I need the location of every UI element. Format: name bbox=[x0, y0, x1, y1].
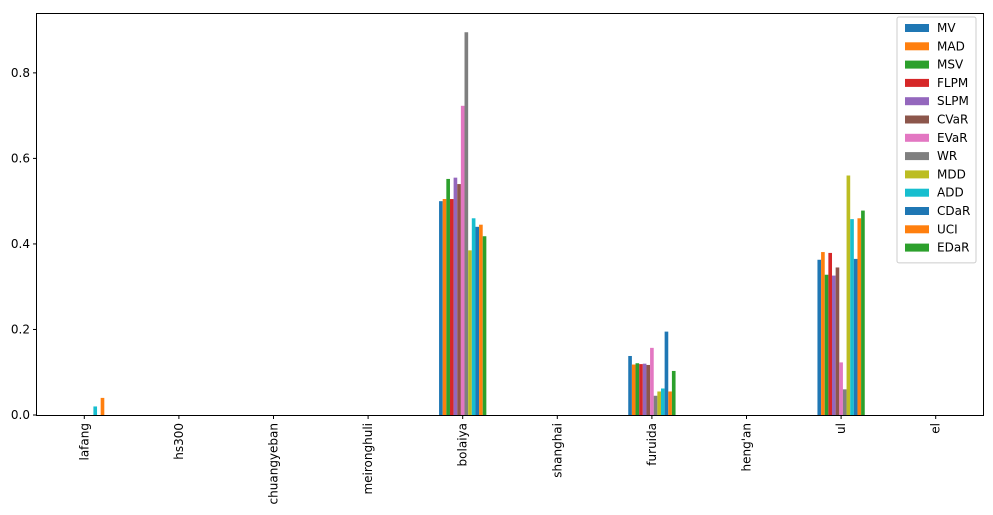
bar-wr-bolaiya bbox=[464, 32, 469, 416]
bar-edar-bolaiya bbox=[482, 236, 487, 415]
x-tick-label: shanghai bbox=[550, 423, 564, 478]
bar-edar-furuida bbox=[671, 370, 676, 415]
bar-add-ul bbox=[850, 219, 854, 415]
legend-label-cvar: CVaR bbox=[937, 113, 968, 127]
bar-slpm-ul bbox=[832, 275, 836, 415]
legend-swatch-slpm bbox=[905, 97, 929, 106]
bar-slpm-bolaiya bbox=[453, 177, 458, 415]
legend-swatch-cdar bbox=[905, 207, 929, 215]
x-tick-label: ul bbox=[834, 423, 848, 434]
bar-mdd-furuida bbox=[657, 391, 661, 415]
bar-mad-furuida bbox=[631, 364, 636, 415]
bar-msv-furuida bbox=[635, 363, 640, 415]
legend-swatch-evar bbox=[905, 133, 929, 142]
legend-box bbox=[896, 16, 977, 264]
bar-wr-furuida bbox=[653, 395, 658, 415]
legend-label-mdd: MDD bbox=[937, 167, 966, 181]
bar-flpm-furuida bbox=[639, 364, 643, 415]
x-axis: lafang hs300 chuangyeban meironghuli bolaiya… bbox=[77, 415, 943, 504]
bar-uci-lafang bbox=[100, 397, 105, 415]
bar-mv-bolaiya bbox=[439, 201, 443, 415]
bar-uci-ul bbox=[857, 218, 862, 415]
legend-label-cdar: CDaR bbox=[937, 204, 970, 218]
bar-cdar-furuida bbox=[664, 331, 669, 415]
legend-swatch-mad bbox=[905, 42, 929, 51]
y-tick-label: 0.2 bbox=[11, 322, 30, 336]
x-tick-label: lafang bbox=[77, 423, 91, 461]
y-axis: 0.0 0.2 0.4 0.6 0.8 bbox=[11, 66, 37, 422]
bar-msv-ul bbox=[824, 274, 829, 415]
legend-swatch-mv bbox=[905, 24, 929, 32]
legend-label-uci: UCI bbox=[937, 222, 958, 236]
bar-mad-bolaiya bbox=[442, 199, 447, 415]
legend-label-add: ADD bbox=[937, 186, 964, 200]
legend-swatch-msv bbox=[905, 60, 929, 69]
bar-cdar-ul bbox=[853, 258, 858, 415]
legend-label-msv: MSV bbox=[937, 58, 964, 72]
legend-label-slpm: SLPM bbox=[937, 94, 969, 108]
legend-swatch-cvar bbox=[905, 115, 929, 124]
bars-group bbox=[93, 32, 865, 416]
bar-flpm-ul bbox=[828, 252, 833, 415]
y-tick-label: 0.6 bbox=[11, 151, 30, 165]
bar-evar-furuida bbox=[650, 347, 654, 415]
legend-swatch-wr bbox=[905, 152, 929, 161]
x-tick-label: hs300 bbox=[172, 423, 186, 460]
bar-mv-ul bbox=[817, 259, 822, 415]
bar-mv-furuida bbox=[628, 355, 632, 415]
legend: MV MAD MSV FLPM SLPM CVaR EVaR WR MDD ADD CDaR UCI E… bbox=[896, 16, 977, 264]
bar-evar-bolaiya bbox=[460, 105, 465, 416]
legend-label-evar: EVaR bbox=[937, 131, 968, 145]
x-tick-label: chuangyeban bbox=[267, 423, 281, 504]
legend-swatch-add bbox=[905, 188, 929, 197]
x-tick-label: bolaiya bbox=[456, 423, 470, 466]
bar-wr-ul bbox=[842, 389, 847, 415]
bar-add-furuida bbox=[661, 388, 665, 415]
legend-label-mad: MAD bbox=[937, 39, 965, 53]
bar-evar-ul bbox=[839, 362, 843, 415]
y-tick-label: 0.8 bbox=[11, 66, 30, 80]
bar-add-bolaiya bbox=[471, 218, 476, 415]
legend-label-flpm: FLPM bbox=[937, 76, 968, 90]
x-tick-label: meironghuli bbox=[361, 423, 375, 495]
y-tick-label: 0.4 bbox=[11, 237, 30, 251]
bar-uci-furuida bbox=[668, 391, 672, 415]
y-tick-label: 0.0 bbox=[11, 408, 30, 422]
bar-cdar-bolaiya bbox=[475, 226, 480, 415]
legend-swatch-edar bbox=[905, 243, 929, 252]
bar-mdd-ul bbox=[846, 175, 851, 415]
bar-uci-bolaiya bbox=[479, 224, 483, 415]
x-tick-label: furuida bbox=[645, 423, 659, 466]
legend-label-mv: MV bbox=[937, 21, 956, 35]
plot-frame bbox=[36, 13, 984, 416]
bar-msv-bolaiya bbox=[446, 178, 450, 415]
bar-cvar-bolaiya bbox=[457, 184, 461, 415]
x-tick-label: el bbox=[929, 423, 943, 434]
legend-swatch-mdd bbox=[905, 170, 929, 179]
x-tick-label: heng'an bbox=[740, 423, 754, 471]
legend-swatch-flpm bbox=[905, 78, 929, 87]
bar-flpm-bolaiya bbox=[449, 199, 454, 415]
legend-swatch-uci bbox=[905, 225, 929, 234]
legend-label-wr: WR bbox=[937, 149, 957, 163]
bar-mad-ul bbox=[821, 252, 825, 415]
bar-mdd-bolaiya bbox=[468, 250, 472, 415]
bar-slpm-furuida bbox=[642, 363, 647, 415]
bar-cvar-ul bbox=[835, 267, 840, 415]
bar-cvar-furuida bbox=[646, 364, 651, 415]
legend-label-edar: EDaR bbox=[937, 241, 970, 255]
bar-add-lafang bbox=[93, 406, 98, 415]
bar-edar-ul bbox=[861, 210, 865, 415]
